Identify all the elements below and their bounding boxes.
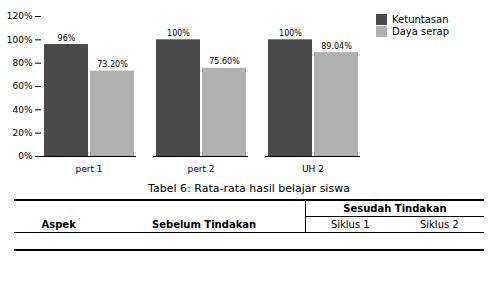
- svg-text:120%: 120%: [7, 11, 33, 21]
- svg-text:100%: 100%: [7, 35, 33, 45]
- html-text:Siklus 2: Siklus 2: [419, 219, 459, 230]
- svg-text:pert 2: pert 2: [187, 164, 214, 174]
- svg-text:40%: 40%: [12, 105, 32, 115]
- svg-text:73.20%: 73.20%: [97, 60, 128, 69]
- svg-text:100%: 100%: [279, 29, 302, 38]
- svg-text:0%: 0%: [18, 151, 33, 161]
- svg-text:100%: 100%: [167, 29, 190, 38]
- svg-text:pert 1: pert 1: [75, 164, 102, 174]
- svg-text:89.04%: 89.04%: [321, 42, 352, 51]
- svg-text:60%: 60%: [12, 81, 32, 91]
- svg-text:75.60%: 75.60%: [209, 57, 240, 66]
- html-text:Siklus 1: Siklus 1: [330, 219, 370, 230]
- html-text:Ketuntasan: Ketuntasan: [392, 14, 449, 25]
- html-text:Daya serap: Daya serap: [392, 26, 449, 37]
- html-text:Tabel 6: Rata-rata hasil belaj: Tabel 6: Rata-rata hasil belajar siswa: [148, 182, 350, 195]
- svg-text:UH 2: UH 2: [302, 164, 324, 174]
- html-text:Aspek: Aspek: [41, 219, 76, 230]
- html-text:Sesudah Tindakan: Sesudah Tindakan: [343, 203, 447, 214]
- svg-text:80%: 80%: [12, 58, 32, 68]
- svg-text:96%: 96%: [58, 34, 76, 43]
- svg-text:20%: 20%: [12, 128, 32, 138]
- html-text:Sebelum Tindakan: Sebelum Tindakan: [152, 219, 257, 230]
